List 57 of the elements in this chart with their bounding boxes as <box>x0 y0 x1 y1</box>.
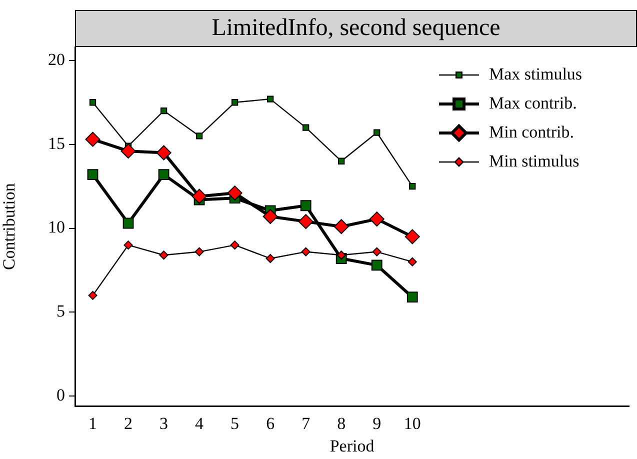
point <box>192 188 207 204</box>
y-tick-label: 20 <box>48 50 65 69</box>
point <box>156 145 172 160</box>
point <box>89 99 96 106</box>
point <box>120 144 136 159</box>
point <box>87 169 98 180</box>
y-tick-label: 10 <box>48 218 65 237</box>
point <box>374 129 380 136</box>
x-axis-title: Period <box>330 436 375 456</box>
y-tick-label: 0 <box>56 386 65 405</box>
x-tick-label: 3 <box>160 414 168 433</box>
y-tick-label: 5 <box>56 302 65 321</box>
legend-label: Max stimulus <box>489 64 582 84</box>
point <box>372 247 382 256</box>
point <box>338 158 345 164</box>
point <box>301 247 310 256</box>
x-tick-label: 7 <box>302 414 311 433</box>
x-tick-label: 10 <box>404 414 421 433</box>
y-axis-title: Contribution <box>0 182 19 270</box>
point <box>336 250 346 260</box>
legend-label: Min stimulus <box>489 151 580 170</box>
x-tick-label: 8 <box>337 414 346 433</box>
point <box>158 169 170 180</box>
point <box>404 229 420 244</box>
point <box>124 240 133 250</box>
point <box>196 132 203 140</box>
point <box>334 219 349 234</box>
point <box>231 99 238 106</box>
x-tick-label: 1 <box>88 414 98 433</box>
point <box>300 200 312 212</box>
point <box>409 182 416 190</box>
legend-label: Max contrib. <box>489 93 577 112</box>
point <box>122 218 134 229</box>
point <box>88 290 98 300</box>
point <box>298 214 314 230</box>
x-tick-label: 6 <box>266 414 275 433</box>
point <box>230 240 240 250</box>
point <box>302 124 310 131</box>
legend-label: Min contrib. <box>489 122 574 142</box>
point <box>159 250 168 260</box>
point <box>371 260 382 271</box>
x-tick-label: 4 <box>195 414 204 433</box>
point <box>160 107 168 114</box>
chart-title: LimitedInfo, second sequence <box>75 10 637 47</box>
x-tick-label: 5 <box>230 414 240 433</box>
point <box>266 96 274 102</box>
point <box>406 292 418 303</box>
point <box>369 212 384 227</box>
x-tick-label: 2 <box>124 414 133 433</box>
point <box>408 257 417 266</box>
point <box>85 132 100 147</box>
x-tick-label: 9 <box>372 414 382 433</box>
point <box>266 254 275 263</box>
y-tick-label: 15 <box>48 134 65 153</box>
point <box>262 209 278 224</box>
point <box>194 247 204 256</box>
point <box>227 186 242 201</box>
